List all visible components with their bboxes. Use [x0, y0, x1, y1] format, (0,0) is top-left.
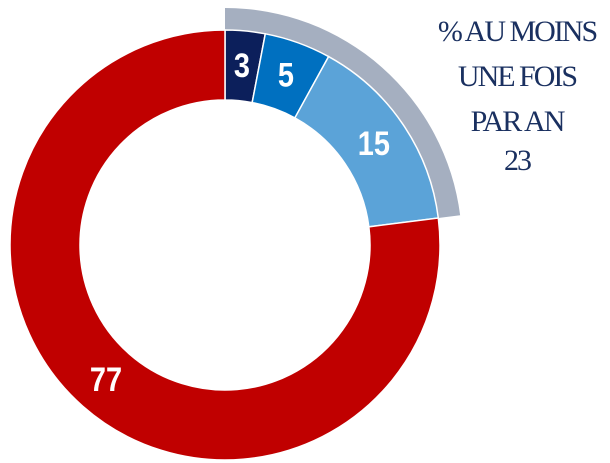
segment-label: 15: [358, 124, 390, 163]
annotation-text: % AU MOINS: [438, 15, 597, 48]
annotation-arc: [225, 8, 461, 219]
annotation-value: 23: [504, 144, 531, 177]
annotation-text: UNE FOIS: [458, 60, 576, 93]
segment-label: 77: [90, 360, 122, 399]
segment-label: 5: [278, 55, 294, 94]
annotation-text: PAR AN: [471, 105, 565, 138]
segment-label: 3: [234, 46, 250, 85]
donut-segment: [9, 29, 441, 461]
